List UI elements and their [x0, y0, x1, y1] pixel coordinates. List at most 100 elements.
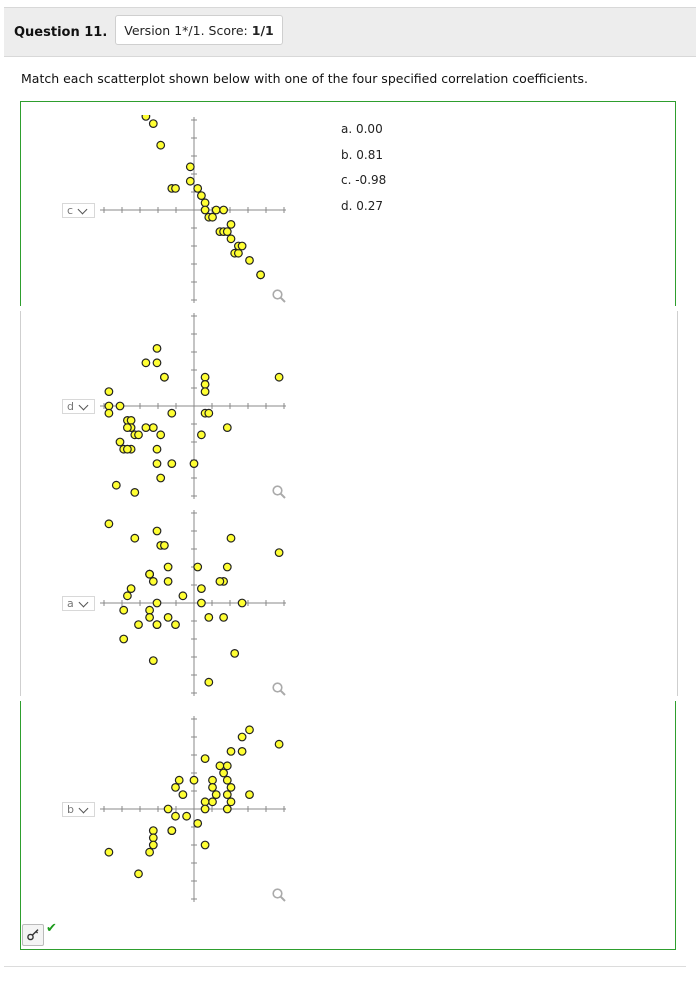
scatter-point	[171, 183, 180, 193]
frame-edge-right	[677, 311, 678, 696]
scatter-point	[152, 526, 162, 536]
scatter-point	[156, 140, 166, 150]
choice-list: a. 0.00 b. 0.81 c. -0.98 d. 0.27	[341, 121, 386, 223]
scatter-point	[189, 459, 199, 469]
scatter-point	[152, 344, 162, 353]
scatter-point	[274, 548, 284, 557]
scatter-point	[200, 379, 210, 389]
magnifier-icon[interactable]	[271, 288, 287, 304]
plot2-answer-select[interactable]: d	[62, 399, 95, 414]
scatter-point	[200, 754, 210, 763]
scatter-point	[148, 840, 158, 850]
frame-gap-right	[674, 306, 677, 701]
scatter-point	[215, 576, 225, 586]
scatter-point	[237, 598, 247, 608]
plot3-selected-value: a	[67, 597, 74, 610]
scatter-point	[196, 430, 206, 440]
scatter-point	[274, 739, 284, 749]
scatter-point	[145, 605, 154, 615]
scatter-point	[237, 747, 247, 756]
scatter-point	[167, 459, 177, 469]
scatterplot-2	[100, 313, 286, 499]
scatter-point	[104, 401, 114, 411]
scatter-point	[145, 847, 154, 857]
choice-d: d. 0.27	[341, 198, 383, 213]
scatter-point	[163, 804, 173, 814]
checkmark-icon: ✔	[46, 921, 57, 936]
scatter-point	[245, 790, 254, 799]
plot2-selected-value: d	[67, 400, 74, 413]
plot4-answer-select[interactable]: b	[62, 802, 95, 817]
scatter-point	[171, 782, 180, 792]
score-value: 1/1	[251, 22, 274, 38]
scatter-point	[211, 790, 221, 799]
scatter-point	[134, 430, 143, 440]
scatter-point	[215, 761, 225, 771]
scatter-point	[152, 598, 162, 608]
choice-b: b. 0.81	[341, 147, 383, 162]
scatter-point	[126, 584, 136, 593]
scatter-point	[189, 775, 199, 785]
scatter-point	[123, 591, 132, 601]
scatter-point	[156, 473, 166, 483]
scatter-point	[152, 358, 162, 368]
scatter-point	[222, 761, 232, 771]
scatter-point	[134, 869, 143, 879]
scatter-point	[163, 562, 173, 572]
scatter-point	[226, 234, 236, 244]
magnifier-icon[interactable]	[271, 887, 287, 903]
scatter-point	[167, 826, 177, 835]
scatter-point	[111, 480, 121, 490]
version-score-button[interactable]: Version 1*/1. Score: 1/1	[115, 15, 283, 45]
plot1-selected-value: c	[67, 204, 74, 217]
scatter-point	[145, 612, 154, 622]
magnifier-icon[interactable]	[271, 681, 287, 697]
scatter-point	[141, 423, 151, 432]
plot1-answer-select[interactable]: c	[62, 203, 95, 218]
scatter-point	[200, 804, 210, 814]
scatter-point	[104, 519, 114, 529]
scatter-point	[222, 790, 232, 799]
answer-key-button[interactable]	[22, 924, 44, 946]
scatter-point	[148, 576, 158, 586]
scatter-point	[219, 768, 228, 778]
scatter-point	[222, 423, 232, 432]
scatter-point	[148, 423, 158, 432]
scatter-point	[200, 840, 210, 850]
scatter-point	[200, 198, 210, 208]
scatter-point	[123, 444, 132, 454]
scatter-point	[196, 191, 206, 200]
scatterplot-3	[100, 510, 286, 696]
scatter-point	[178, 591, 188, 601]
scatter-point	[226, 747, 236, 756]
question-number: Question 11.	[14, 25, 108, 40]
chevron-down-icon	[77, 204, 88, 214]
chevron-down-icon	[78, 597, 89, 607]
scatter-point	[174, 775, 184, 785]
scatter-point	[208, 775, 217, 785]
scatter-point	[200, 797, 210, 807]
scatter-point	[226, 219, 236, 229]
scatter-point	[152, 444, 162, 454]
scatter-point	[119, 634, 129, 644]
scatter-point	[156, 430, 166, 440]
magnifier-icon[interactable]	[271, 484, 287, 500]
key-icon	[27, 929, 39, 941]
scatter-point	[104, 847, 114, 857]
scatter-point	[148, 656, 158, 666]
scatter-point	[167, 408, 177, 418]
scatter-point	[115, 401, 125, 411]
scatter-point	[148, 119, 158, 129]
scatter-point	[178, 790, 188, 799]
question-prompt: Match each scatterplot shown below with …	[21, 71, 588, 86]
scatter-point	[233, 248, 243, 258]
scatter-point	[200, 387, 210, 396]
scatter-point	[219, 205, 228, 215]
scatter-point	[141, 358, 151, 368]
scatter-point	[208, 797, 217, 807]
scatter-point	[193, 183, 203, 193]
scatter-point	[160, 541, 169, 550]
plot3-answer-select[interactable]: a	[62, 596, 95, 611]
choice-a: a. 0.00	[341, 122, 383, 136]
chevron-down-icon	[78, 803, 89, 813]
